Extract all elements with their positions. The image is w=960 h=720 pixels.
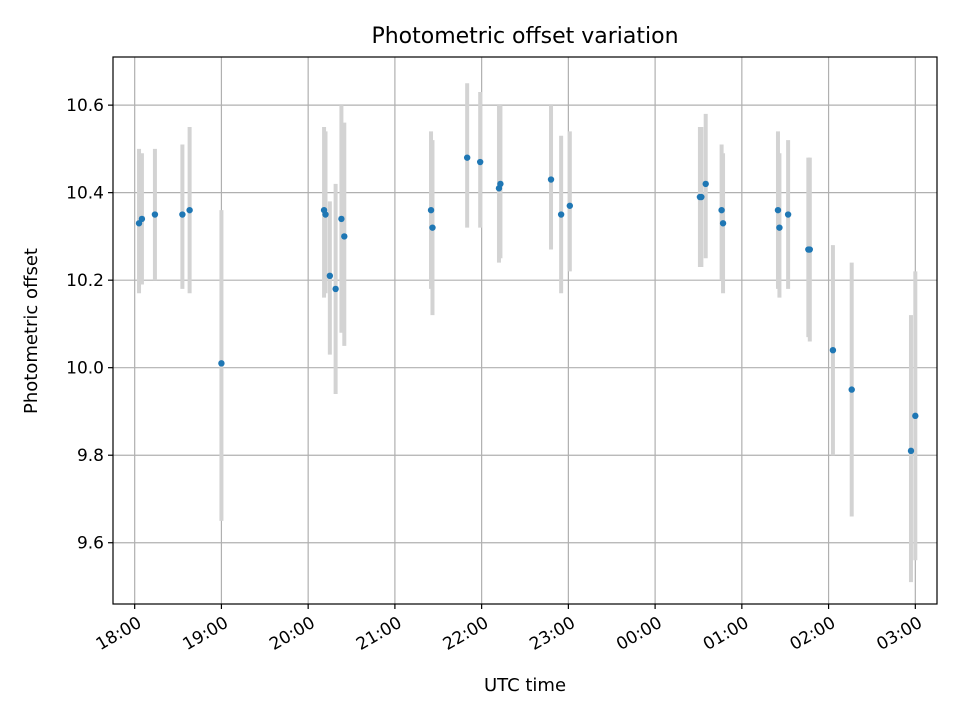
data-point <box>186 206 193 214</box>
data-point <box>557 211 565 218</box>
x-axis-label: UTC time <box>484 675 566 696</box>
data-point <box>907 447 915 455</box>
y-tick-label: 10.0 <box>66 359 104 379</box>
data-points <box>135 154 919 455</box>
data-point <box>718 206 725 214</box>
data-point <box>476 158 484 166</box>
y-tick-label: 10.2 <box>66 271 104 291</box>
data-point <box>566 202 574 209</box>
plot-frame <box>112 56 938 605</box>
data-point <box>427 206 435 214</box>
data-point <box>179 211 186 218</box>
data-point <box>138 215 146 223</box>
data-point <box>719 220 727 227</box>
data-point <box>848 386 855 393</box>
data-point <box>497 180 504 188</box>
y-tick-label: 10.6 <box>66 96 104 116</box>
data-point <box>463 154 471 161</box>
y-tick-label: 9.8 <box>77 446 104 466</box>
data-point <box>332 285 339 293</box>
data-point <box>429 224 436 231</box>
data-point <box>806 246 813 253</box>
data-point <box>774 206 782 214</box>
data-point <box>341 233 348 240</box>
data-point <box>912 412 919 420</box>
data-point <box>829 346 837 354</box>
y-axis-label: Photometric offset <box>21 248 42 414</box>
y-tick-label: 10.4 <box>66 184 104 204</box>
data-point <box>326 272 334 279</box>
data-point <box>338 215 345 223</box>
data-point <box>151 211 159 218</box>
y-tick-label: 9.6 <box>77 534 104 554</box>
data-point <box>698 193 705 201</box>
data-point <box>702 180 709 188</box>
data-point <box>322 211 329 218</box>
data-point <box>776 224 783 231</box>
chart-title: Photometric offset variation <box>371 24 678 49</box>
data-point <box>547 176 555 183</box>
y-axis: 9.6 9.8 10.0 10.2 10.4 10.6 <box>66 96 113 554</box>
data-point <box>218 360 225 367</box>
data-point <box>784 211 792 218</box>
